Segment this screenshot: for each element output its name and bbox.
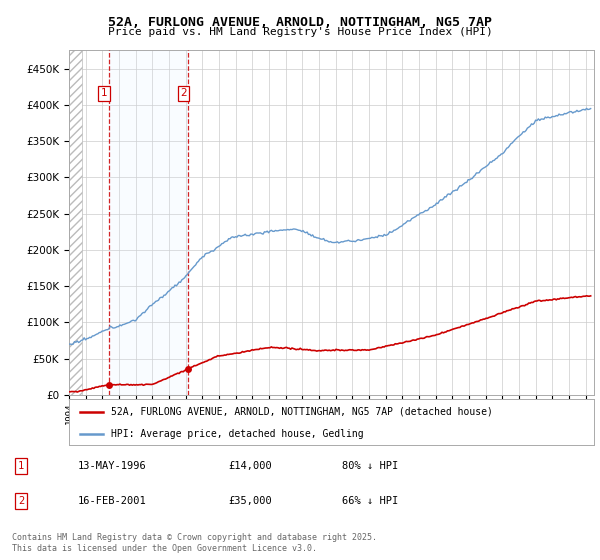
Text: 13-MAY-1996: 13-MAY-1996 — [78, 461, 147, 471]
Text: £14,000: £14,000 — [228, 461, 272, 471]
Text: HPI: Average price, detached house, Gedling: HPI: Average price, detached house, Gedl… — [111, 429, 364, 438]
Text: 52A, FURLONG AVENUE, ARNOLD, NOTTINGHAM, NG5 7AP (detached house): 52A, FURLONG AVENUE, ARNOLD, NOTTINGHAM,… — [111, 407, 493, 417]
Text: 16-FEB-2001: 16-FEB-2001 — [78, 496, 147, 506]
Text: 1: 1 — [101, 88, 107, 99]
Bar — [109, 50, 188, 395]
Text: Contains HM Land Registry data © Crown copyright and database right 2025.
This d: Contains HM Land Registry data © Crown c… — [12, 533, 377, 553]
Text: 66% ↓ HPI: 66% ↓ HPI — [342, 496, 398, 506]
Text: 80% ↓ HPI: 80% ↓ HPI — [342, 461, 398, 471]
Text: 1: 1 — [18, 461, 24, 471]
Text: 52A, FURLONG AVENUE, ARNOLD, NOTTINGHAM, NG5 7AP: 52A, FURLONG AVENUE, ARNOLD, NOTTINGHAM,… — [108, 16, 492, 29]
Text: £35,000: £35,000 — [228, 496, 272, 506]
Text: 2: 2 — [18, 496, 24, 506]
Text: 2: 2 — [180, 88, 187, 99]
Text: Price paid vs. HM Land Registry's House Price Index (HPI): Price paid vs. HM Land Registry's House … — [107, 27, 493, 37]
